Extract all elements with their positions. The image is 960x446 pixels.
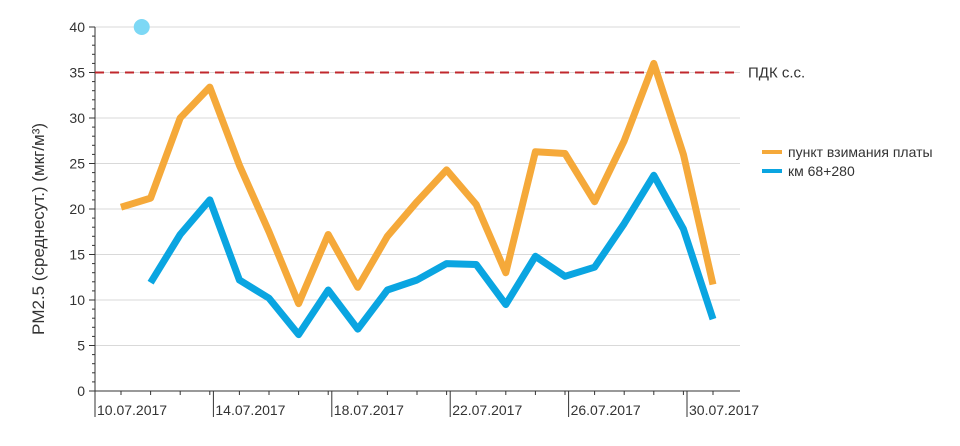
- y-tick-label-5: 5: [77, 338, 85, 354]
- y-axis-title: PM2.5 (среднесут.) (мкг/м³): [29, 123, 48, 335]
- y-tick-label-35: 35: [69, 65, 85, 81]
- x-axis-ticks: 10.07.2017 14.07.2017 18.07.2017 22.07.2017…: [94, 391, 759, 418]
- x-tick-label: 26.07.2017: [571, 402, 641, 418]
- series-line-1: [119, 59, 717, 308]
- y-axis-ticks: 0 5 10 15 20 25 30 35 40: [69, 19, 95, 399]
- y-tick-label-10: 10: [69, 292, 85, 308]
- marker-point: [133, 19, 150, 35]
- x-tick-label: 18.07.2017: [334, 402, 404, 418]
- legend: пункт взимания платы км 68+280: [762, 144, 933, 179]
- y-tick-label-30: 30: [69, 110, 85, 126]
- legend-label-1: пункт взимания платы: [788, 144, 933, 160]
- y-tick-label-40: 40: [69, 19, 85, 35]
- x-tick-label: 10.07.2017: [97, 402, 167, 418]
- legend-label-2: км 68+280: [788, 163, 855, 179]
- y-tick-label-15: 15: [69, 247, 85, 263]
- y-tick-label-0: 0: [77, 383, 85, 399]
- series-line-2: [147, 171, 717, 339]
- y-tick-label-25: 25: [69, 156, 85, 172]
- reference-line-group: ПДК с.с.: [95, 65, 805, 82]
- x-tick-label: 14.07.2017: [215, 402, 285, 418]
- y-tick-label-20: 20: [69, 201, 85, 217]
- series-group: [119, 19, 717, 339]
- reference-line-label: ПДК с.с.: [748, 65, 805, 82]
- x-tick-label: 22.07.2017: [452, 402, 522, 418]
- x-tick-label: 30.07.2017: [689, 402, 759, 418]
